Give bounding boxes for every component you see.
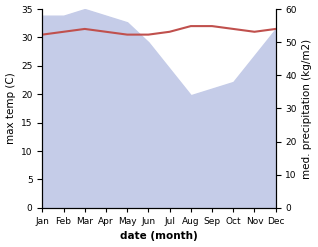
Y-axis label: med. precipitation (kg/m2): med. precipitation (kg/m2) [302, 38, 313, 179]
X-axis label: date (month): date (month) [120, 231, 198, 242]
Y-axis label: max temp (C): max temp (C) [5, 73, 16, 144]
